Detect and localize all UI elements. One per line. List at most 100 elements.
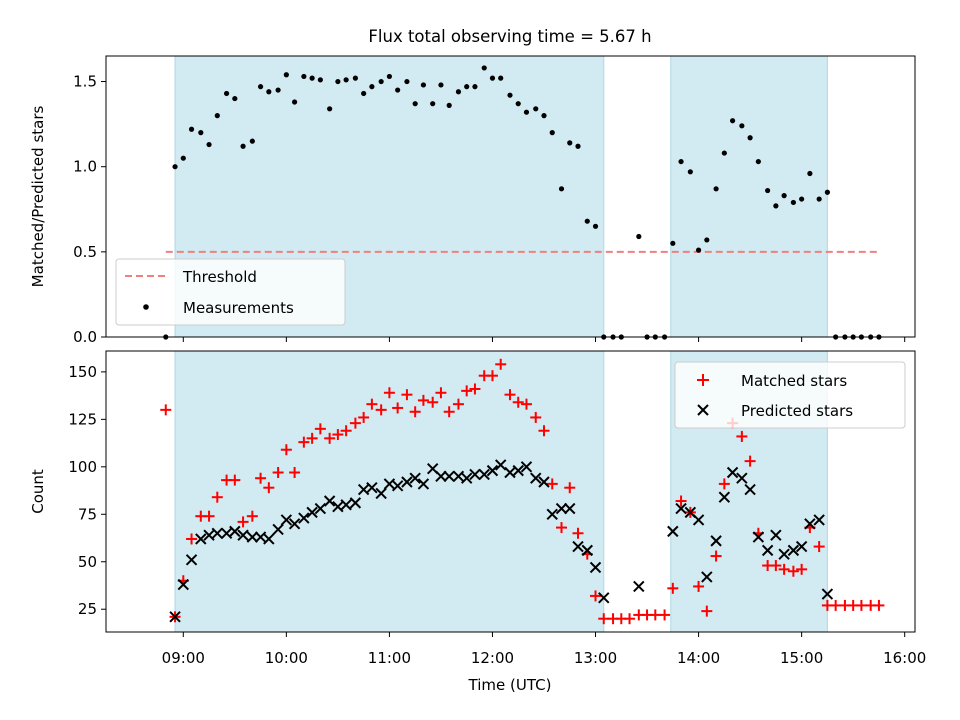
measurement-point bbox=[687, 169, 693, 175]
measurement-point bbox=[472, 84, 478, 90]
matched-star-point bbox=[203, 510, 215, 522]
measurement-point bbox=[567, 140, 573, 146]
legend-matched-label: Matched stars bbox=[741, 372, 847, 390]
matched-star-point bbox=[211, 491, 223, 503]
predicted-star-point bbox=[530, 472, 542, 484]
predicted-star-point bbox=[349, 497, 362, 509]
matched-star-point bbox=[787, 565, 799, 577]
predicted-star-point bbox=[237, 529, 249, 541]
measurement-point bbox=[327, 106, 333, 112]
matched-star-point bbox=[530, 411, 542, 423]
predicted-star-point bbox=[195, 533, 207, 545]
predicted-star-point bbox=[383, 478, 396, 490]
matched-star-point bbox=[520, 398, 532, 410]
x-tick-label: 14:00 bbox=[677, 649, 720, 667]
measurement-point bbox=[781, 193, 787, 199]
predicted-star-point bbox=[401, 476, 413, 488]
predicted-star-point bbox=[469, 468, 481, 481]
y-tick-label: 100 bbox=[68, 458, 97, 476]
measurement-point bbox=[721, 150, 727, 156]
predicted-star-point bbox=[263, 533, 275, 545]
matched-star-point bbox=[710, 550, 722, 562]
predicted-star-point bbox=[443, 470, 455, 483]
matched-star-point bbox=[306, 432, 318, 444]
ratio-y-axis-label: Matched/Predicted stars bbox=[29, 106, 47, 288]
y-tick-label: 0.5 bbox=[73, 243, 97, 261]
predicted-star-point bbox=[332, 500, 344, 513]
x-tick-label: 15:00 bbox=[780, 649, 823, 667]
measurement-point bbox=[335, 78, 341, 85]
measurement-point bbox=[214, 113, 220, 119]
y-tick-label: 0.0 bbox=[73, 328, 97, 346]
predicted-star-point bbox=[572, 540, 584, 553]
predicted-star-point bbox=[375, 487, 387, 500]
x-tick-label: 12:00 bbox=[471, 649, 514, 667]
legend-threshold-label: Threshold bbox=[182, 268, 257, 286]
measurement-point bbox=[188, 126, 195, 132]
count-legend: Matched stars Predicted stars bbox=[674, 361, 906, 429]
measurement-point bbox=[266, 89, 272, 95]
predicted-star-point bbox=[391, 480, 404, 492]
measurement-point bbox=[498, 75, 504, 81]
predicted-star-point bbox=[821, 588, 834, 600]
measurement-point bbox=[240, 143, 246, 149]
x-tick-label: 11:00 bbox=[368, 649, 411, 667]
predicted-star-point bbox=[761, 544, 774, 557]
measurement-point bbox=[739, 123, 745, 129]
predicted-star-point bbox=[752, 531, 765, 543]
matched-star-point bbox=[358, 411, 370, 423]
predicted-star-point bbox=[409, 472, 421, 484]
predicted-star-point bbox=[726, 466, 739, 479]
matched-star-point bbox=[546, 478, 558, 490]
measurement-point bbox=[549, 130, 555, 136]
predicted-star-point bbox=[417, 478, 430, 490]
chart-title: Flux total observing time = 5.67 h bbox=[368, 27, 651, 46]
matched-star-point bbox=[401, 389, 413, 401]
matched-star-point bbox=[675, 495, 687, 507]
matched-star-point bbox=[375, 404, 387, 416]
predicted-star-point bbox=[357, 483, 370, 496]
x-tick-label: 13:00 bbox=[574, 649, 617, 667]
predicted-star-point bbox=[633, 580, 645, 593]
matched-star-point bbox=[855, 599, 867, 611]
matched-star-point bbox=[427, 396, 439, 408]
matched-star-point bbox=[383, 387, 395, 399]
y-tick-label: 150 bbox=[68, 363, 97, 381]
predicted-star-point bbox=[504, 466, 516, 479]
ratio-x-ticks bbox=[182, 337, 906, 342]
matched-star-point bbox=[649, 609, 661, 621]
measurement-point bbox=[180, 155, 186, 161]
measurement-point bbox=[489, 75, 496, 81]
predicted-star-point bbox=[589, 561, 602, 574]
measurement-point bbox=[790, 199, 796, 206]
y-tick-label: 50 bbox=[78, 553, 97, 571]
y-tick-label: 125 bbox=[68, 410, 97, 428]
matched-star-point bbox=[229, 474, 241, 486]
measurement-point bbox=[369, 84, 375, 90]
predicted-star-point bbox=[486, 464, 499, 477]
measurement-point bbox=[420, 82, 427, 88]
predicted-star-point bbox=[177, 578, 190, 591]
measurement-point bbox=[713, 186, 719, 192]
predicted-star-point bbox=[512, 464, 524, 477]
predicted-star-point bbox=[288, 518, 301, 530]
legend-measurement-label: Measurements bbox=[183, 299, 294, 317]
measurement-point bbox=[729, 118, 736, 124]
predicted-star-point bbox=[787, 544, 800, 557]
predicted-star-point bbox=[229, 525, 241, 538]
matched-star-point bbox=[718, 478, 730, 490]
measurement-point bbox=[291, 99, 298, 105]
measurement-point bbox=[301, 73, 307, 80]
measurement-point bbox=[773, 203, 779, 209]
predicted-star-point bbox=[452, 470, 465, 483]
predicted-star-point bbox=[460, 472, 473, 484]
matched-star-point bbox=[512, 396, 524, 408]
measurement-point bbox=[592, 223, 599, 229]
matched-star-point bbox=[237, 516, 249, 528]
predicted-star-point bbox=[340, 499, 352, 511]
predicted-star-point bbox=[323, 495, 336, 507]
predicted-star-point bbox=[778, 548, 790, 560]
predicted-star-point bbox=[211, 527, 224, 539]
matched-star-point bbox=[813, 541, 825, 553]
matched-star-point bbox=[280, 444, 292, 456]
